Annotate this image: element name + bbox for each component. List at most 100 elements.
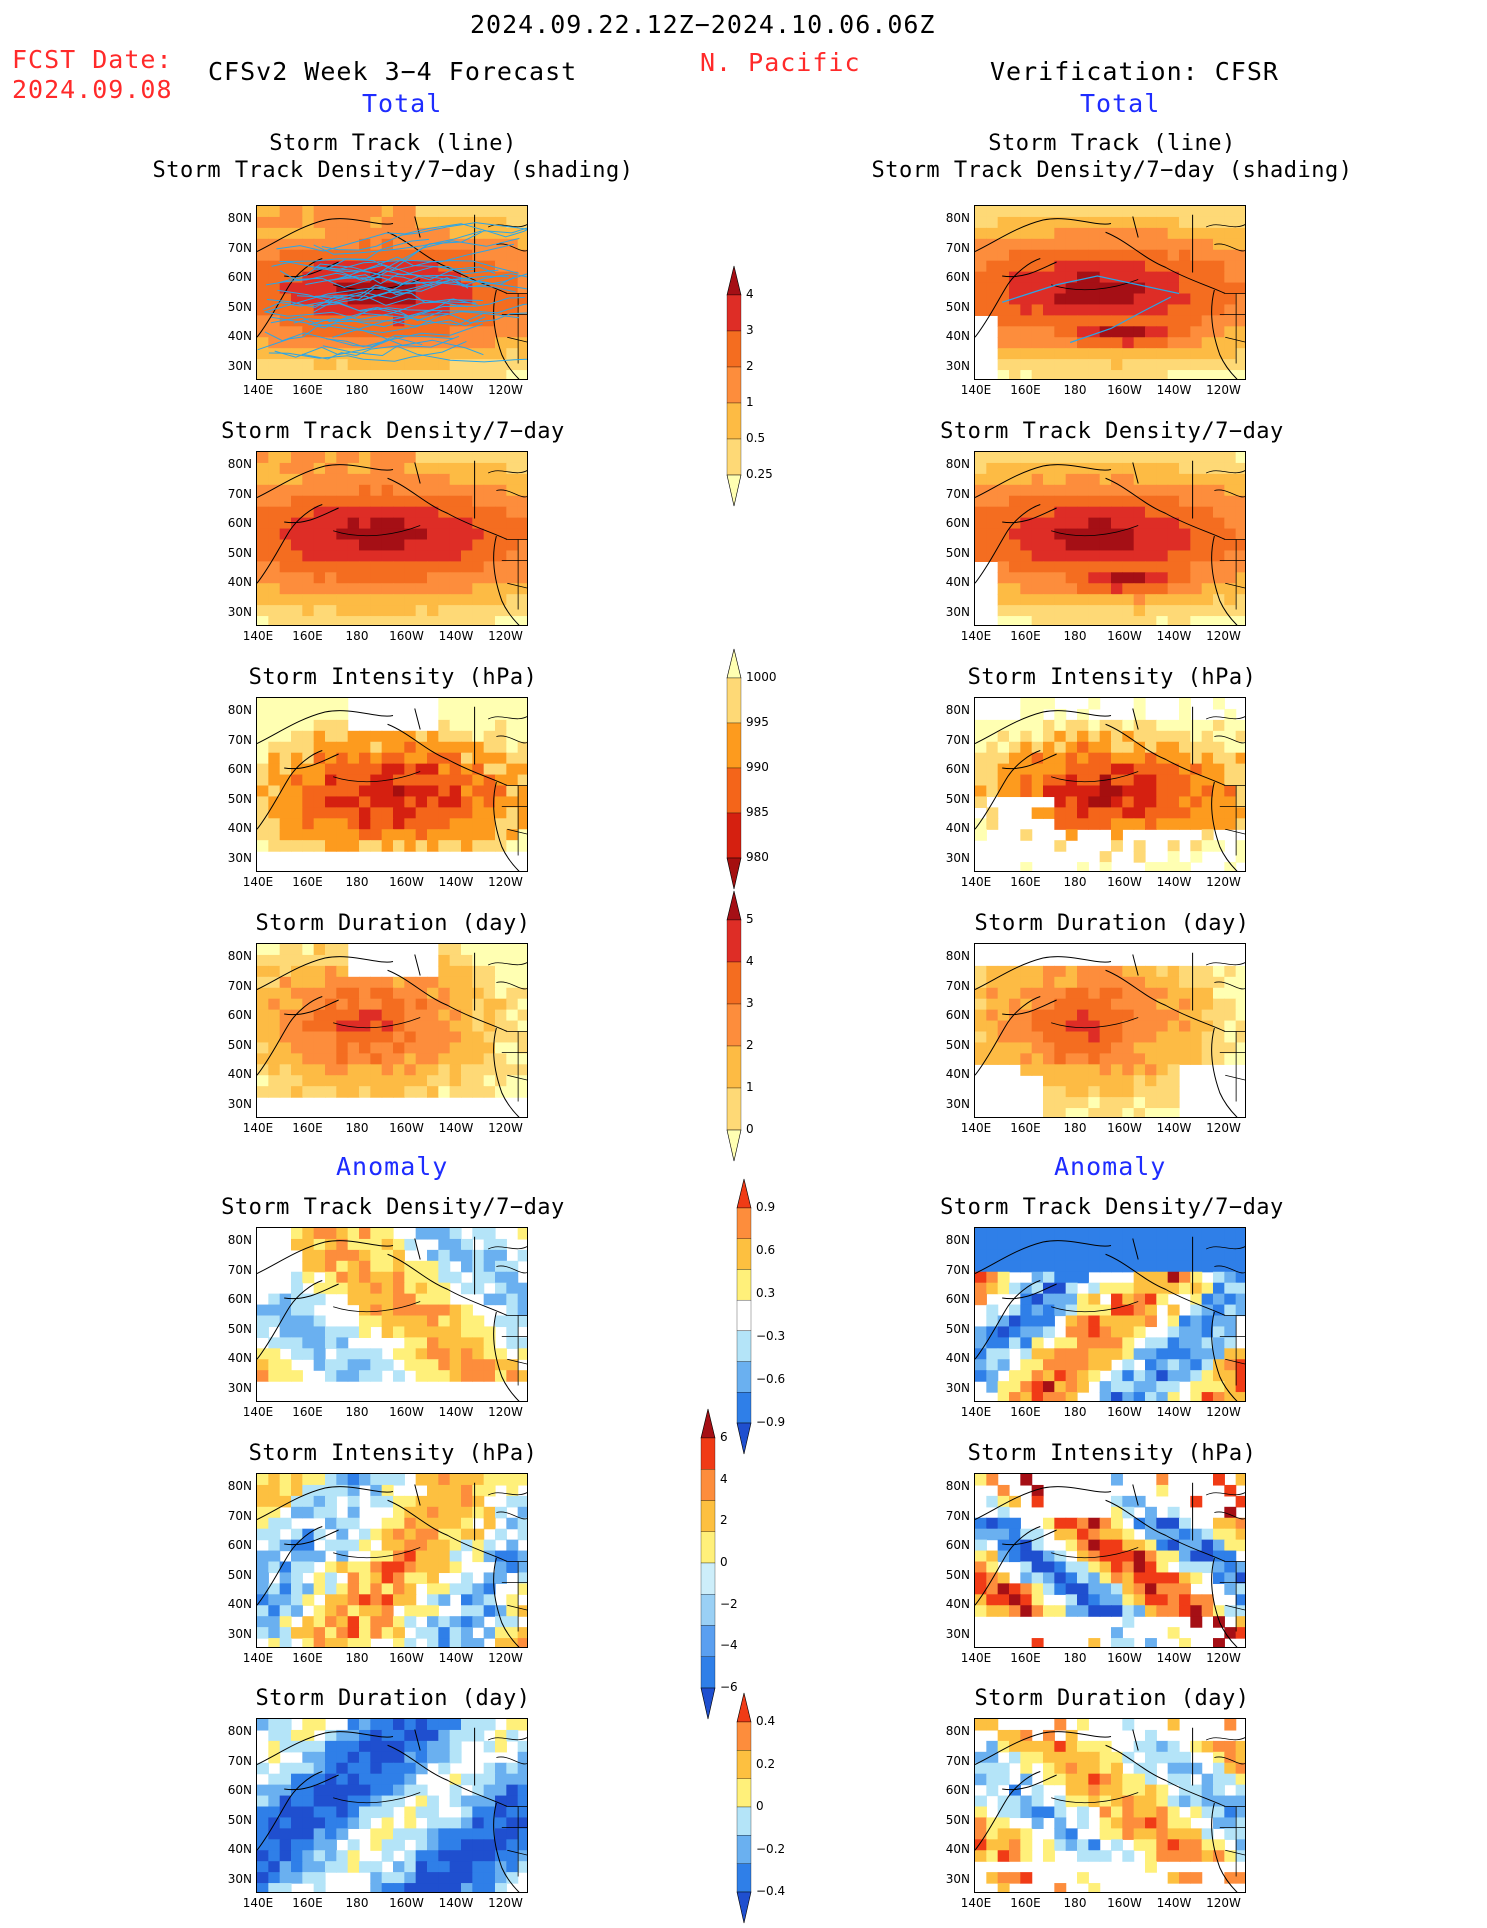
lon-tick-label: 120W bbox=[488, 1405, 523, 1419]
lon-tick-label: 140E bbox=[242, 1896, 274, 1910]
colorbar-cb_anom_intensity bbox=[700, 1408, 716, 1724]
lon-tick-label: 180 bbox=[345, 875, 369, 889]
map-panel-q1 bbox=[974, 205, 1246, 380]
storm-track-line bbox=[268, 340, 467, 362]
lat-tick-label: 30N bbox=[945, 604, 970, 619]
colorbar-label: 0.3 bbox=[756, 1286, 776, 1300]
colorbar-swatch bbox=[726, 1087, 742, 1131]
lat-tick-label: 50N bbox=[227, 1321, 252, 1336]
storm-track-line bbox=[302, 335, 460, 360]
colorbar-label: 3 bbox=[746, 323, 754, 337]
storm-track-line bbox=[276, 263, 433, 287]
lat-tick-label: 70N bbox=[227, 486, 252, 501]
lat-tick-label: 30N bbox=[227, 1626, 252, 1641]
colorbar-swatch bbox=[700, 1437, 716, 1470]
panel-title: Storm Track Density/7−day (shading) bbox=[871, 158, 1353, 183]
lat-tick-label: 80N bbox=[945, 211, 970, 225]
lat-tick-label: 80N bbox=[945, 703, 970, 717]
map-panel-q4 bbox=[974, 943, 1246, 1118]
lon-tick-label: 160E bbox=[292, 383, 323, 397]
colorbar-swatch bbox=[736, 1207, 752, 1239]
colorbar-label: 5 bbox=[746, 912, 754, 926]
lon-tick-label: 160E bbox=[292, 1651, 323, 1665]
colorbar-swatch bbox=[736, 1361, 752, 1393]
colorbar-swatch bbox=[726, 961, 742, 1005]
colorbar-swatch bbox=[700, 1562, 716, 1595]
lon-tick-label: 180 bbox=[1063, 629, 1087, 643]
lat-tick-label: 70N bbox=[945, 1753, 970, 1768]
colorbar-label: 0.2 bbox=[756, 1756, 776, 1771]
lat-tick-label: 30N bbox=[945, 1380, 970, 1395]
lat-tick-label: 70N bbox=[227, 978, 252, 993]
colorbar-label: 0 bbox=[720, 1555, 728, 1569]
lat-tick-label: 50N bbox=[227, 1812, 252, 1827]
colorbar-swatch bbox=[736, 1721, 752, 1751]
fcst-date: 2024.09.08 bbox=[12, 75, 173, 104]
lat-tick-label: 80N bbox=[945, 1233, 970, 1247]
lat-tick-label: 30N bbox=[945, 1626, 970, 1641]
lon-tick-label: 160E bbox=[1010, 629, 1041, 643]
lat-tick-label: 70N bbox=[945, 1508, 970, 1523]
lon-tick-label: 160W bbox=[1107, 1651, 1142, 1665]
storm-track-line bbox=[313, 237, 520, 271]
storm-track-line bbox=[266, 291, 477, 309]
lat-tick-label: 40N bbox=[227, 329, 252, 343]
lat-tick-label: 60N bbox=[945, 1538, 970, 1552]
colorbar-label: −0.2 bbox=[756, 1841, 786, 1856]
colorbar-cb_anom_duration bbox=[736, 1692, 752, 1928]
colorbar-label: 6 bbox=[720, 1430, 728, 1444]
lat-tick-label: 40N bbox=[227, 821, 252, 835]
lon-tick-label: 180 bbox=[345, 1896, 369, 1910]
lat-tick-label: 50N bbox=[227, 1037, 252, 1052]
colorbar-swatch bbox=[726, 677, 742, 724]
map-panel-p6 bbox=[256, 1473, 528, 1648]
lon-tick-label: 140E bbox=[242, 1651, 274, 1665]
colorbar-swatch bbox=[700, 1500, 716, 1532]
lon-tick-label: 180 bbox=[1063, 875, 1087, 889]
lat-tick-label: 80N bbox=[227, 949, 252, 963]
colorbar-label: −0.4 bbox=[756, 1884, 786, 1898]
lon-tick-label: 160W bbox=[389, 1651, 424, 1665]
colorbar-label: −2 bbox=[720, 1596, 738, 1611]
lat-tick-label: 50N bbox=[945, 545, 970, 560]
lat-tick-label: 60N bbox=[945, 1008, 970, 1022]
lat-tick-label: 80N bbox=[945, 949, 970, 963]
colorbar-label: 2 bbox=[746, 359, 754, 373]
lat-tick-label: 70N bbox=[227, 1262, 252, 1277]
lon-tick-label: 160E bbox=[292, 1121, 323, 1135]
colorbar-label: 985 bbox=[746, 805, 769, 819]
colorbar-swatch bbox=[700, 1531, 716, 1564]
colorbar-top-arrow bbox=[736, 1692, 752, 1723]
colorbar-label: 990 bbox=[746, 760, 769, 774]
storm-track-line bbox=[293, 316, 486, 327]
lat-tick-label: 30N bbox=[227, 1380, 252, 1395]
lat-tick-label: 50N bbox=[227, 299, 252, 314]
lon-tick-label: 120W bbox=[488, 1651, 523, 1665]
storm-track-line bbox=[313, 230, 482, 255]
lon-tick-label: 160E bbox=[1010, 1121, 1041, 1135]
lon-tick-label: 140W bbox=[1156, 1896, 1192, 1910]
colorbar-label: 0.9 bbox=[756, 1200, 776, 1214]
storm-track-line bbox=[312, 273, 527, 307]
colorbar-swatch bbox=[726, 767, 742, 814]
map-panel-p2 bbox=[256, 451, 528, 626]
lon-tick-label: 180 bbox=[345, 1651, 369, 1665]
colorbar-label: −6 bbox=[720, 1680, 738, 1694]
lat-tick-label: 40N bbox=[227, 575, 252, 589]
lon-tick-label: 140W bbox=[438, 1121, 474, 1135]
colorbar-swatch bbox=[726, 402, 742, 440]
lon-tick-label: 160W bbox=[389, 629, 424, 643]
lon-tick-label: 140E bbox=[242, 383, 274, 397]
lon-tick-label: 120W bbox=[1206, 1405, 1241, 1419]
lon-tick-label: 180 bbox=[1063, 1651, 1087, 1665]
lon-tick-label: 140W bbox=[438, 1896, 474, 1910]
storm-track-line bbox=[271, 261, 499, 281]
lon-tick-label: 160W bbox=[1107, 1896, 1142, 1910]
lat-tick-label: 70N bbox=[945, 1262, 970, 1277]
lat-tick-label: 60N bbox=[227, 1538, 252, 1552]
lon-tick-label: 140E bbox=[960, 1405, 992, 1419]
colorbar-label: 1 bbox=[746, 1080, 754, 1094]
colorbar-label: 0.4 bbox=[756, 1714, 776, 1728]
lon-tick-label: 140W bbox=[1156, 875, 1192, 889]
colorbar-swatch bbox=[736, 1863, 752, 1893]
